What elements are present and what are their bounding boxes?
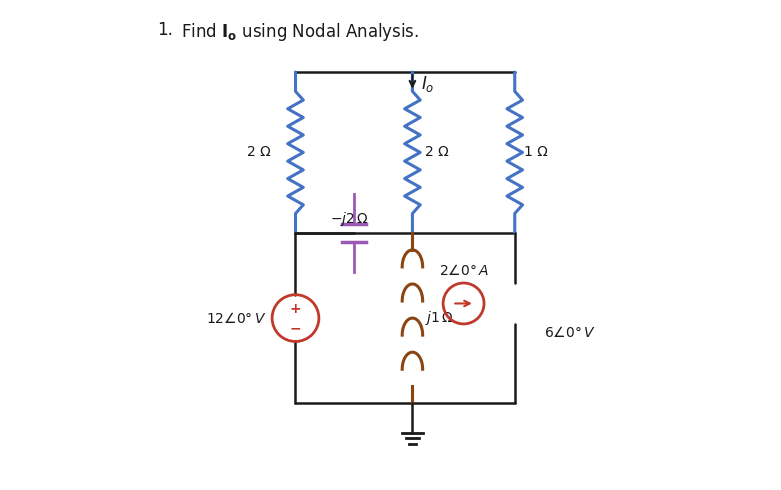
Text: 1.: 1. [157, 21, 173, 39]
Text: 1 Ω: 1 Ω [525, 146, 548, 159]
Text: −: − [290, 321, 301, 335]
Text: Find $\mathbf{I_o}$ using Nodal Analysis.: Find $\mathbf{I_o}$ using Nodal Analysis… [181, 21, 419, 43]
Text: $I_o$: $I_o$ [421, 74, 435, 94]
Text: +: + [290, 302, 301, 316]
Text: $j1\,\Omega$: $j1\,\Omega$ [425, 309, 453, 327]
Text: 2 Ω: 2 Ω [248, 146, 271, 159]
Text: $6\angle 0°\,V$: $6\angle 0°\,V$ [544, 325, 596, 340]
Text: 2 Ω: 2 Ω [425, 146, 448, 159]
Text: $-j2\,\Omega$: $-j2\,\Omega$ [330, 210, 369, 228]
Text: $2\angle 0°\,A$: $2\angle 0°\,A$ [439, 263, 488, 278]
Text: $12\angle 0°\,V$: $12\angle 0°\,V$ [206, 311, 266, 325]
